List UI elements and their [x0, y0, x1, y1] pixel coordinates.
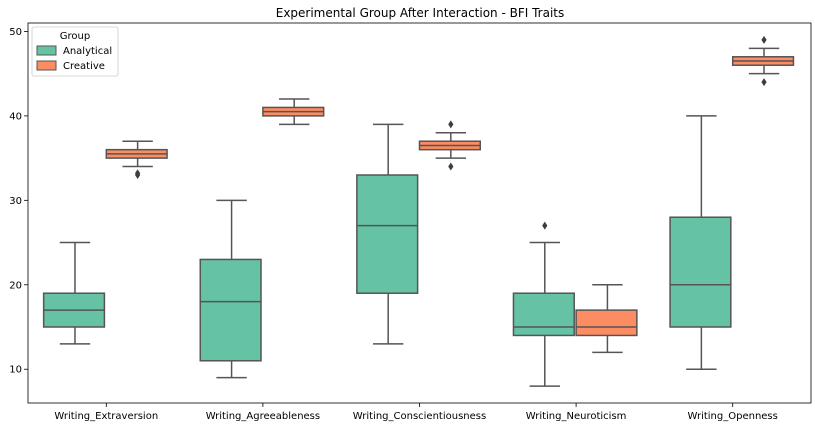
box-creative-0	[105, 140, 168, 179]
legend-swatch	[36, 60, 57, 71]
box-iqr	[669, 216, 732, 328]
box-iqr	[356, 174, 419, 294]
box-creative-4	[731, 35, 795, 87]
box-analytical-2	[356, 123, 419, 345]
x-tick-label: Writing_Extraversion	[54, 411, 158, 422]
x-tick-label: Writing_Neuroticism	[526, 411, 627, 422]
x-tick-label: Writing_Conscientiousness	[353, 411, 486, 422]
box-analytical-1	[199, 199, 262, 379]
plot-area	[42, 35, 795, 387]
outlier-point	[135, 169, 141, 178]
y-tick-label: 20	[9, 280, 22, 291]
legend-label: Creative	[63, 61, 105, 72]
box-creative-3	[575, 284, 638, 354]
y-tick-label: 30	[9, 196, 22, 207]
x-axis: Writing_Extraversion Writing_Agreeablenes…	[54, 403, 778, 422]
outlier-point	[761, 35, 767, 44]
y-tick-label: 10	[9, 365, 22, 376]
y-axis: 10 20 30 40 50	[9, 27, 28, 376]
legend: Group Analytical Creative	[31, 26, 119, 77]
chart-title: Experimental Group After Interaction - B…	[276, 6, 565, 20]
series-analytical	[42, 115, 732, 387]
outlier-point	[448, 162, 454, 171]
outlier-point	[448, 120, 454, 129]
box-iqr	[575, 309, 638, 337]
series-creative	[105, 35, 795, 354]
box-iqr	[199, 258, 262, 362]
outlier-point	[542, 221, 548, 230]
box-iqr	[512, 292, 575, 337]
y-tick-label: 40	[9, 111, 22, 122]
box-creative-1	[262, 98, 325, 126]
x-tick-label: Writing_Openness	[688, 411, 778, 422]
legend-swatch	[36, 45, 57, 56]
box-analytical-0	[42, 241, 106, 345]
legend-title: Group	[60, 31, 90, 42]
box-analytical-4	[669, 115, 732, 370]
outlier-point	[761, 78, 767, 87]
x-tick-label: Writing_Agreeableness	[206, 411, 320, 422]
legend-label: Analytical	[63, 46, 112, 57]
y-tick-label: 50	[9, 27, 22, 38]
box-analytical-3	[512, 221, 575, 387]
box-creative-2	[418, 120, 482, 171]
